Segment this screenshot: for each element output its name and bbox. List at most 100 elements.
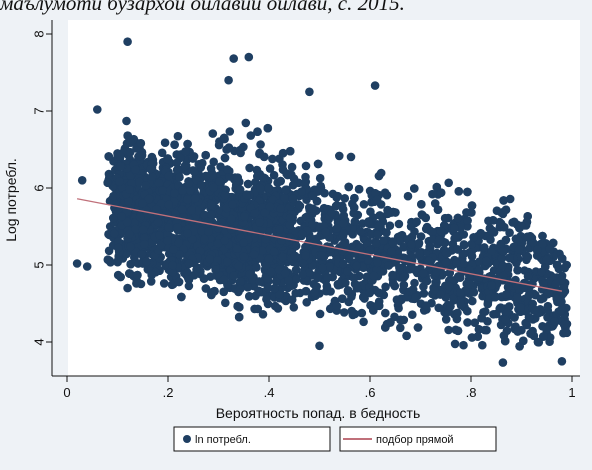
scatter-point (357, 308, 367, 318)
scatter-point (246, 131, 256, 140)
scatter-point (416, 232, 426, 241)
scatter-point (175, 250, 184, 259)
scatter-point (467, 239, 477, 249)
scatter-point (103, 178, 112, 187)
scatter-point (268, 154, 277, 164)
scatter-point (465, 280, 475, 289)
scatter-point (559, 320, 569, 329)
scatter-point (142, 257, 151, 266)
scatter-point (200, 210, 209, 220)
scatter-point (261, 261, 271, 270)
scatter-point (278, 148, 288, 158)
scatter-point (123, 37, 132, 46)
scatter-point (302, 298, 312, 307)
x-tick-label: .6 (365, 385, 376, 400)
scatter-point (177, 292, 186, 302)
scatter-point (365, 246, 374, 255)
scatter-point (264, 183, 274, 193)
scatter-point (359, 292, 368, 302)
y-axis-label: Log потребл. (3, 158, 19, 242)
scatter-point (415, 249, 424, 258)
scatter-point (487, 281, 497, 290)
scatter-point (265, 164, 275, 173)
scatter-point (543, 289, 553, 299)
figure-caption: маълумоти бузархои оилавии оилавӣ, с. 20… (0, 0, 405, 15)
scatter-point (318, 263, 327, 273)
scatter-point (428, 189, 437, 199)
scatter-point (337, 201, 347, 211)
scatter-point (399, 242, 408, 252)
scatter-point (280, 269, 290, 278)
scatter-point (440, 213, 450, 223)
scatter-point (125, 229, 134, 239)
scatter-point (131, 165, 140, 174)
scatter-point (183, 139, 192, 149)
scatter-point (184, 281, 194, 291)
scatter-point (308, 204, 318, 213)
scatter-point (109, 213, 118, 223)
scatter-point (240, 212, 249, 221)
scatter-point (463, 318, 472, 327)
scatter-point (270, 284, 279, 293)
scatter-point (510, 313, 519, 322)
scatter-point (285, 213, 295, 223)
scatter-point (335, 151, 344, 161)
scatter-point (183, 195, 192, 204)
scatter-point (134, 177, 144, 187)
scatter-point (428, 227, 437, 237)
scatter-point (173, 223, 182, 232)
scatter-point (421, 213, 431, 223)
scatter-point (410, 265, 420, 275)
scatter-point (386, 318, 395, 327)
scatter-point (255, 183, 265, 193)
scatter-point (498, 358, 508, 367)
scatter-point (451, 232, 461, 242)
scatter-point (512, 293, 522, 303)
scatter-point (406, 240, 416, 249)
scatter-point (146, 164, 156, 174)
scatter-point (459, 340, 468, 350)
scatter-point (501, 290, 511, 299)
scatter-point (412, 217, 421, 227)
x-tick-label: 0 (63, 385, 70, 400)
scatter-point (224, 75, 233, 85)
scatter-point (245, 269, 254, 279)
scatter-point (410, 278, 419, 288)
scatter-point (424, 256, 434, 266)
scatter-point (292, 275, 301, 284)
scatter-point (219, 275, 229, 285)
scatter-point (532, 251, 542, 260)
scatter-point (543, 301, 553, 311)
scatter-point (537, 267, 546, 277)
scatter-point (223, 165, 232, 174)
scatter-point (468, 296, 477, 306)
scatter-point (327, 208, 336, 218)
scatter-point (364, 217, 373, 226)
scatter-point (180, 161, 190, 171)
scatter-point (422, 276, 432, 286)
y-tick-label: 4 (31, 338, 46, 345)
scatter-point (339, 308, 349, 317)
scatter-point (509, 217, 519, 227)
scatter-point (455, 273, 465, 282)
x-tick-label: .2 (163, 385, 174, 400)
y-tick-label: 8 (31, 30, 46, 37)
scatter-point (155, 231, 164, 240)
scatter-point (115, 151, 125, 161)
scatter-point (394, 297, 404, 307)
scatter-point (252, 165, 262, 175)
scatter-point (122, 217, 132, 227)
scatter-point (196, 180, 206, 190)
scatter-point (123, 131, 132, 140)
scatter-point (497, 254, 507, 263)
scatter-point (374, 221, 384, 231)
scatter-point (124, 197, 133, 206)
scatter-point (505, 228, 514, 237)
scatter-point (187, 205, 196, 215)
scatter-point (536, 294, 546, 304)
scatter-point (428, 235, 438, 244)
scatter-point (432, 267, 441, 277)
scatter-point (396, 315, 405, 325)
scatter-point (338, 259, 348, 269)
scatter-point (201, 171, 211, 181)
